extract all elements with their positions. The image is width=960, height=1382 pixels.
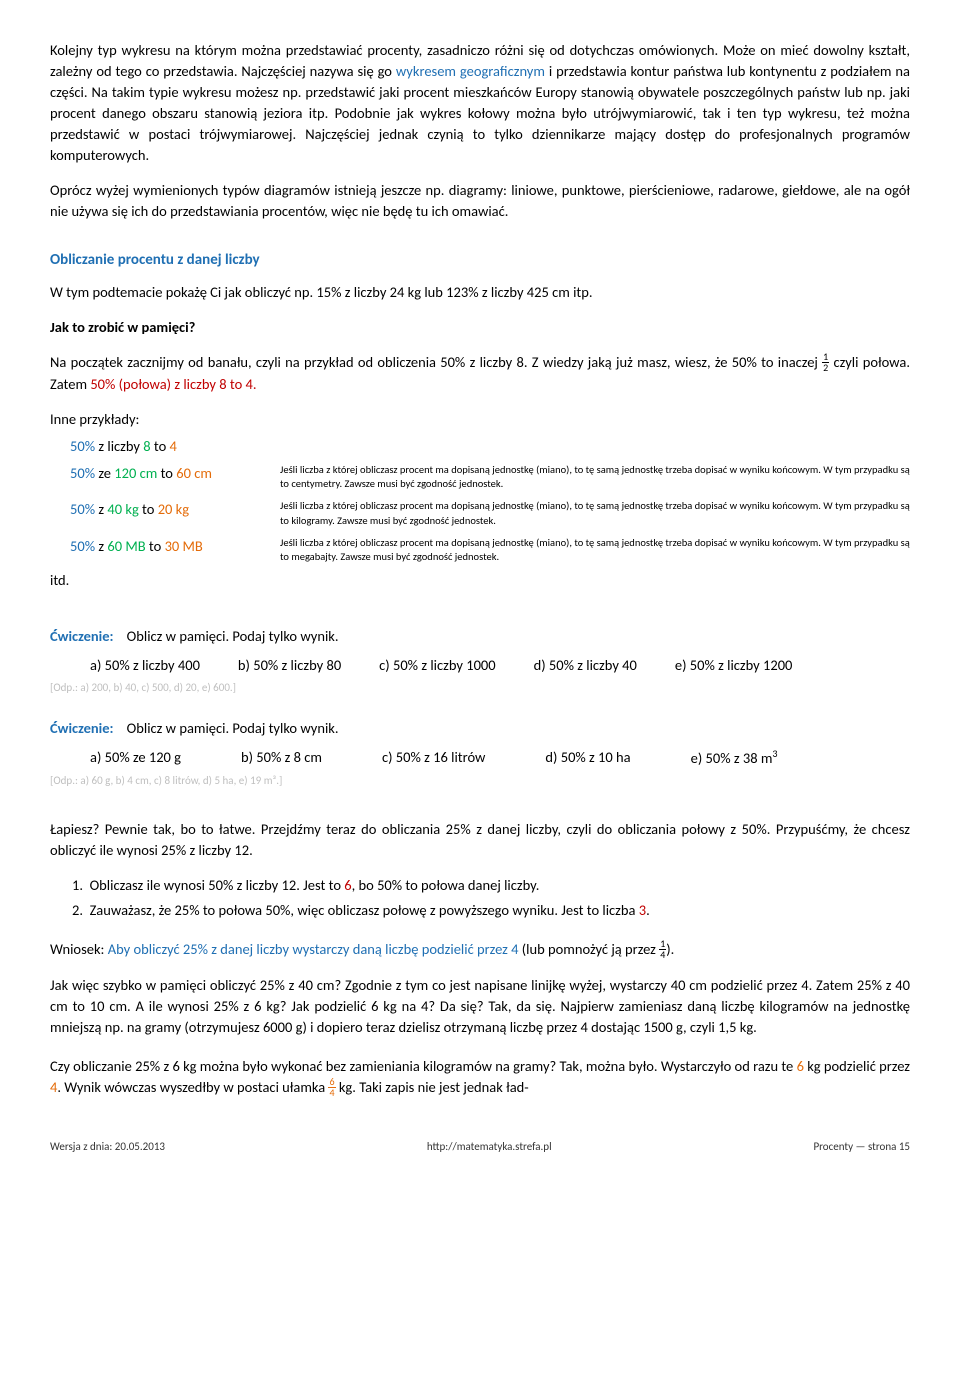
example-note: Jeśli liczba z której obliczasz procent … <box>280 463 910 491</box>
example-row: 50% z 60 MB to 30 MB Jeśli liczba z któr… <box>70 536 910 564</box>
text: Zauważasz, że 25% to połowa 50%, więc ob… <box>90 901 639 919</box>
text-red: 50% (połowa) z liczby 8 to 4. <box>90 375 256 393</box>
superscript-3: 3 <box>772 747 777 760</box>
exercise-label: Ćwiczenie: <box>50 627 114 645</box>
number-6: 6 <box>344 876 351 894</box>
option-c: c) 50% z 16 litrów <box>382 747 485 769</box>
option-b: b) 50% z liczby 80 <box>238 655 341 676</box>
text: ze <box>95 464 114 482</box>
option-a: a) 50% z liczby 400 <box>90 655 200 676</box>
page-footer: Wersja z dnia: 20.05.2013 http://matemat… <box>50 1139 910 1155</box>
example-left: 50% z 60 MB to 30 MB <box>70 536 280 557</box>
text: to <box>139 500 158 518</box>
text: Na początek zacznijmy od banału, czyli n… <box>50 353 822 371</box>
exercise-instruction: Oblicz w pamięci. Podaj tylko wynik. <box>127 627 339 645</box>
option-e: e) 50% z liczby 1200 <box>675 655 793 676</box>
example-left: 50% z liczby 8 to 4 <box>70 436 280 457</box>
value: 8 <box>143 437 150 455</box>
fraction-one-quarter: 14 <box>659 939 666 960</box>
text: z <box>95 537 107 555</box>
fraction-one-half: 12 <box>822 352 829 373</box>
value: 60 MB <box>107 537 145 555</box>
text: kg podzielić przez <box>804 1057 910 1075</box>
paragraph-geographic: Kolejny typ wykresu na którym można prze… <box>50 40 910 166</box>
exercise-instruction: Oblicz w pamięci. Podaj tylko wynik. <box>127 719 339 737</box>
section-title-obliczanie: Obliczanie procentu z danej liczby <box>50 250 910 272</box>
text: to <box>151 437 170 455</box>
option-c: c) 50% z liczby 1000 <box>379 655 495 676</box>
result: 30 MB <box>165 537 203 555</box>
footer-version: Wersja z dnia: 20.05.2013 <box>50 1139 165 1155</box>
inne-przyklady-label: Inne przykłady: <box>50 409 910 430</box>
text: (lub pomnożyć ją przez <box>519 940 660 958</box>
result: 60 cm <box>176 464 212 482</box>
section-intro: W tym podtemacie pokażę Ci jak obliczyć … <box>50 282 910 303</box>
result: 20 kg <box>158 500 189 518</box>
text: z liczby <box>95 437 143 455</box>
example-row: 50% ze 120 cm to 60 cm Jeśli liczba z kt… <box>70 463 910 491</box>
text: to <box>146 537 165 555</box>
text: . Wynik wówczas wyszedłby w postaci ułam… <box>57 1078 328 1096</box>
fraction-six-quarters: 64 <box>328 1077 335 1098</box>
text: . <box>646 901 650 919</box>
paragraph-lapiesz: Łapiesz? Pewnie tak, bo to łatwe. Przejd… <box>50 819 910 861</box>
exercise-2-options: a) 50% ze 120 g b) 50% z 8 cm c) 50% z 1… <box>90 747 910 769</box>
example-left: 50% z 40 kg to 20 kg <box>70 499 280 520</box>
example-left: 50% ze 120 cm to 60 cm <box>70 463 280 484</box>
footer-url: http://matematyka.strefa.pl <box>427 1139 552 1155</box>
text: Obliczasz ile wynosi 50% z liczby 12. Je… <box>90 876 345 894</box>
text: kg. Taki zapis nie jest jednak ład- <box>336 1078 529 1096</box>
text: , bo 50% to połowa danej liczby. <box>352 876 540 894</box>
exercise-2-answer: [Odp.: a) 60 g, b) 4 cm, c) 8 litrów, d)… <box>50 773 910 789</box>
footer-page: Procenty — strona 15 <box>813 1139 910 1155</box>
how-to-heading: Jak to zrobić w pamięci? <box>50 317 910 338</box>
exercise-1: Ćwiczenie: Oblicz w pamięci. Podaj tylko… <box>50 626 910 647</box>
exercise-1-options: a) 50% z liczby 400 b) 50% z liczby 80 c… <box>90 655 910 676</box>
number-3: 3 <box>639 901 646 919</box>
paragraph-banal: Na początek zacznijmy od banału, czyli n… <box>50 352 910 395</box>
text: e) 50% z 38 m <box>691 749 773 767</box>
wniosek-paragraph: Wniosek: Aby obliczyć 25% z danej liczby… <box>50 939 910 961</box>
option-a: a) 50% ze 120 g <box>90 747 181 769</box>
percent: 50% <box>70 500 95 518</box>
wniosek-label: Wniosek: <box>50 940 108 958</box>
example-note: Jeśli liczba z której obliczasz procent … <box>280 499 910 527</box>
exercise-2: Ćwiczenie: Oblicz w pamięci. Podaj tylko… <box>50 718 910 739</box>
paragraph-25pct-example: Jak więc szybko w pamięci obliczyć 25% z… <box>50 975 910 1038</box>
wykres-geograficzny-link: wykresem geograficznym <box>396 62 545 80</box>
number-6: 6 <box>797 1057 804 1075</box>
text: ). <box>666 940 674 958</box>
wniosek-text: Aby obliczyć 25% z danej liczby wystarcz… <box>108 940 519 958</box>
option-e: e) 50% z 38 m3 <box>691 747 778 769</box>
examples-block: 50% z liczby 8 to 4 50% ze 120 cm to 60 … <box>70 436 910 564</box>
result: 4 <box>170 437 177 455</box>
text: to <box>157 464 176 482</box>
value: 120 cm <box>114 464 157 482</box>
paragraph-other-diagrams: Oprócz wyżej wymienionych typów diagramó… <box>50 180 910 222</box>
list-item-2: 2. Zauważasz, że 25% to połowa 50%, więc… <box>72 900 910 921</box>
percent: 50% <box>70 437 95 455</box>
option-d: d) 50% z 10 ha <box>545 747 630 769</box>
percent: 50% <box>70 464 95 482</box>
itd-label: itd. <box>50 570 910 591</box>
example-row: 50% z 40 kg to 20 kg Jeśli liczba z któr… <box>70 499 910 527</box>
list-item-1: 1. Obliczasz ile wynosi 50% z liczby 12.… <box>72 875 910 896</box>
example-row: 50% z liczby 8 to 4 <box>70 436 910 457</box>
percent: 50% <box>70 537 95 555</box>
example-note: Jeśli liczba z której obliczasz procent … <box>280 536 910 564</box>
text: Czy obliczanie 25% z 6 kg można było wyk… <box>50 1057 797 1075</box>
paragraph-alternative: Czy obliczanie 25% z 6 kg można było wyk… <box>50 1056 910 1099</box>
exercise-label: Ćwiczenie: <box>50 719 114 737</box>
exercise-1-answer: [Odp.: a) 200, b) 40, c) 500, d) 20, e) … <box>50 680 910 696</box>
option-b: b) 50% z 8 cm <box>241 747 322 769</box>
value: 40 kg <box>107 500 138 518</box>
text: z <box>95 500 107 518</box>
option-d: d) 50% z liczby 40 <box>534 655 637 676</box>
